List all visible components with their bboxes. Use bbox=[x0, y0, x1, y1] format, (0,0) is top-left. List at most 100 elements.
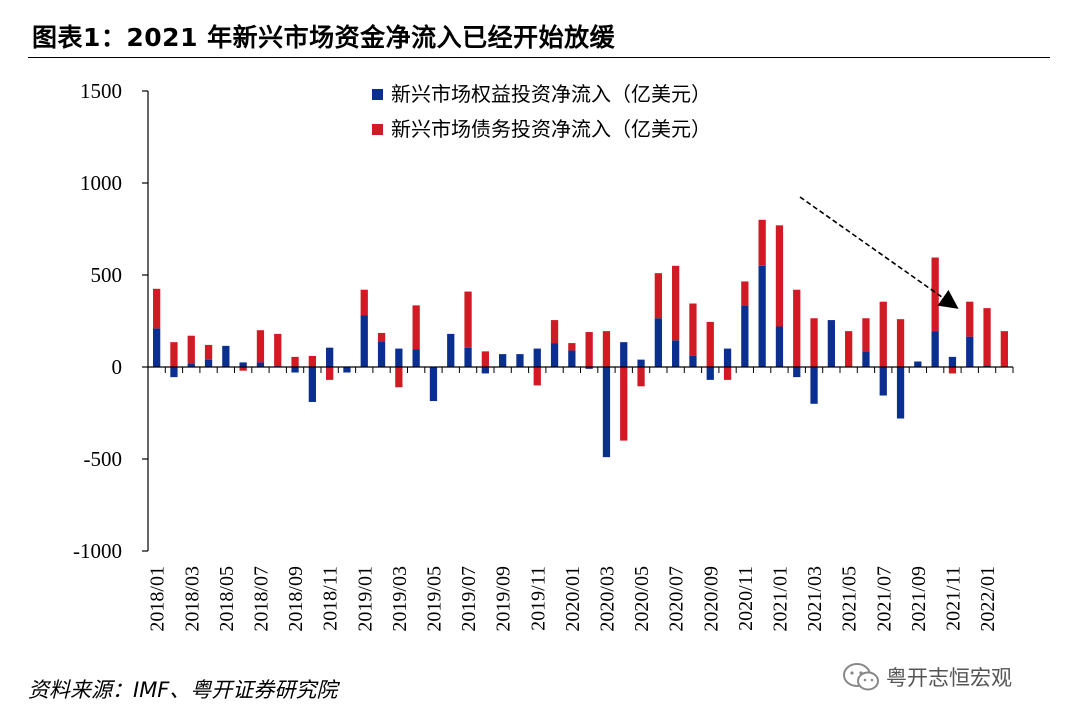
x-tick-label: 2020/01 bbox=[562, 566, 584, 632]
equity-bar bbox=[689, 355, 697, 367]
legend-label: 新兴市场权益投资净流入（亿美元） bbox=[391, 82, 711, 106]
equity-bar bbox=[862, 351, 870, 367]
equity-bar bbox=[654, 318, 662, 367]
debt-bar bbox=[966, 301, 974, 337]
debt-bar bbox=[1000, 331, 1008, 367]
equity-bar bbox=[896, 367, 905, 419]
debt-bar bbox=[775, 225, 784, 327]
debt-bar bbox=[481, 351, 489, 367]
equity-bar bbox=[706, 367, 714, 380]
equity-bar bbox=[464, 347, 472, 367]
equity-bar bbox=[377, 341, 386, 367]
equity-bar bbox=[741, 305, 749, 367]
debt-bar bbox=[689, 303, 697, 356]
x-tick-label: 2019/09 bbox=[493, 566, 515, 632]
equity-bar bbox=[429, 367, 438, 402]
x-tick-label: 2020/07 bbox=[666, 566, 688, 632]
debt-bar bbox=[170, 342, 178, 367]
x-tick-label: 2018/01 bbox=[147, 566, 169, 632]
equity-bar bbox=[550, 343, 559, 367]
x-tick-label: 2018/05 bbox=[216, 566, 238, 632]
debt-bar bbox=[672, 265, 680, 341]
x-tick-label: 2018/03 bbox=[181, 566, 203, 632]
equity-bar bbox=[810, 367, 818, 404]
source-note: 资料来源：IMF、粤开证券研究院 bbox=[28, 678, 338, 702]
debt-bar bbox=[395, 367, 403, 388]
watermark-text: 粤开志恒宏观 bbox=[886, 666, 1012, 690]
debt-bar bbox=[568, 343, 576, 351]
x-tick-label: 2020/03 bbox=[596, 566, 618, 632]
equity-bar bbox=[966, 336, 974, 367]
debt-bar bbox=[741, 281, 749, 306]
y-tick-label: 1000 bbox=[80, 171, 122, 195]
debt-bar bbox=[585, 332, 593, 367]
legend-label: 新兴市场债务投资净流入（亿美元） bbox=[391, 117, 711, 141]
debt-bar bbox=[879, 301, 887, 367]
equity-bar bbox=[170, 367, 178, 378]
equity-bar bbox=[187, 363, 195, 367]
x-tick-label: 2021/11 bbox=[942, 566, 964, 631]
equity-bar bbox=[723, 348, 732, 367]
debt-bar bbox=[274, 333, 282, 367]
debt-bar bbox=[637, 367, 645, 387]
x-tick-label: 2020/11 bbox=[735, 566, 757, 631]
debt-bar bbox=[464, 291, 472, 348]
x-tick-label: 2019/11 bbox=[527, 566, 549, 631]
equity-bar bbox=[931, 331, 939, 367]
debt-bar bbox=[239, 367, 247, 371]
trend-arrow bbox=[799, 196, 959, 309]
debt-bar bbox=[360, 289, 368, 316]
equity-bar bbox=[983, 365, 991, 367]
equity-bar bbox=[914, 361, 922, 367]
equity-bar bbox=[516, 354, 524, 367]
y-tick-label: 1500 bbox=[80, 79, 122, 103]
x-tick-label: 2018/11 bbox=[320, 566, 342, 631]
x-tick-label: 2021/01 bbox=[769, 566, 791, 632]
equity-bar bbox=[447, 333, 455, 367]
debt-bar bbox=[758, 219, 766, 266]
debt-bar bbox=[948, 367, 957, 374]
debt-bar bbox=[550, 320, 559, 344]
equity-bar bbox=[239, 362, 247, 367]
equity-bar bbox=[775, 326, 784, 367]
debt-bar bbox=[706, 321, 714, 367]
x-tick-label: 2019/07 bbox=[458, 566, 480, 632]
debt-bar bbox=[931, 257, 939, 332]
debt-bar bbox=[204, 344, 213, 360]
equity-bar bbox=[326, 347, 334, 367]
x-tick-label: 2021/05 bbox=[839, 566, 861, 632]
equity-bar bbox=[793, 367, 801, 378]
debt-bar bbox=[256, 330, 265, 363]
equity-bar bbox=[585, 367, 593, 369]
equity-bar bbox=[602, 367, 611, 458]
debt-bar bbox=[654, 273, 662, 319]
equity-bar bbox=[620, 342, 628, 367]
debt-bar bbox=[983, 308, 991, 366]
equity-bar bbox=[948, 356, 957, 367]
equity-bar bbox=[291, 367, 299, 373]
equity-bar bbox=[360, 315, 368, 367]
x-tick-label: 2019/05 bbox=[423, 566, 445, 632]
wechat-icon bbox=[843, 663, 879, 691]
debt-bar bbox=[308, 355, 316, 367]
equity-bar bbox=[637, 359, 645, 367]
debt-bar bbox=[896, 319, 905, 367]
debt-bar bbox=[291, 356, 299, 367]
x-tick-label: 2020/05 bbox=[631, 566, 653, 632]
equity-bar bbox=[308, 367, 316, 402]
debt-bar bbox=[723, 367, 732, 380]
legend-swatch bbox=[372, 89, 383, 100]
watermark: 粤开志恒宏观 bbox=[842, 662, 1012, 692]
y-tick-label: -500 bbox=[84, 447, 123, 471]
title-underline bbox=[28, 57, 1050, 58]
debt-bar bbox=[187, 335, 195, 364]
equity-bar bbox=[568, 350, 576, 367]
debt-bar bbox=[377, 332, 386, 342]
x-tick-label: 2020/09 bbox=[700, 566, 722, 632]
chart-title: 图表1：2021 年新兴市场资金净流入已经开始放缓 bbox=[32, 23, 616, 52]
x-tick-label: 2022/01 bbox=[977, 566, 999, 632]
legend-swatch bbox=[372, 124, 383, 135]
y-tick-label: 0 bbox=[112, 355, 123, 379]
debt-bar bbox=[793, 289, 801, 367]
